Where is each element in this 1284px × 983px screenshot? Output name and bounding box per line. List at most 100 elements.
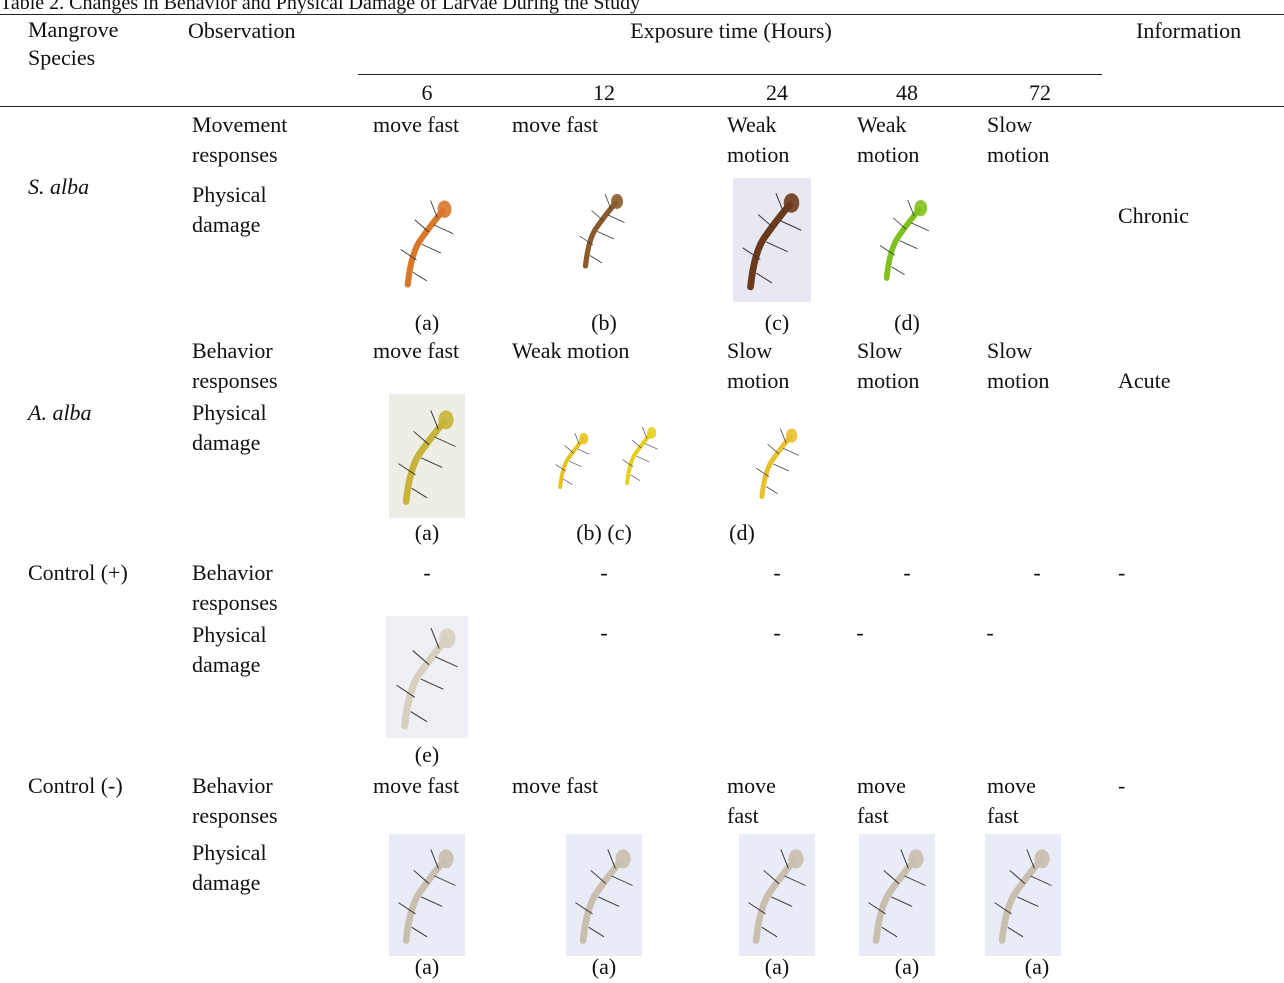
cell: move fast (373, 771, 459, 801)
larva (401, 201, 454, 285)
image-label: (a) (895, 952, 919, 982)
larva (880, 200, 929, 278)
image-label: (a) (592, 952, 616, 982)
larva-image (605, 420, 675, 490)
photo-bg (386, 616, 468, 738)
photo-bg (389, 834, 465, 956)
photo-bg (739, 834, 815, 956)
header-exposure: Exposure time (Hours) (630, 16, 832, 46)
image-label: (a) (415, 308, 439, 338)
information: Acute (1118, 366, 1171, 396)
cell: - (773, 558, 780, 588)
species-name: A. alba (28, 400, 92, 425)
photo-bg (985, 834, 1061, 956)
image-label: (b) (591, 308, 617, 338)
larva-image (985, 834, 1061, 956)
species: A. alba (28, 398, 92, 428)
image-label: (a) (415, 952, 439, 982)
observation: Physical damage (192, 398, 292, 458)
observation: Behavior responses (192, 558, 322, 618)
larva-image (859, 834, 935, 956)
header-information: Information (1136, 16, 1241, 46)
larva (623, 427, 658, 483)
cell: - (986, 618, 993, 648)
observation: Behavior responses (192, 336, 322, 396)
image-label: (c) (765, 308, 789, 338)
larva (743, 193, 802, 287)
image-label: (a) (415, 518, 439, 548)
cell: move fast (987, 771, 1057, 831)
image-label: (d) (729, 518, 755, 548)
photo-bg (389, 394, 465, 518)
larva (399, 849, 456, 940)
larva-image (566, 834, 642, 956)
information: - (1118, 558, 1125, 588)
larva-image (389, 834, 465, 956)
cell: move fast (373, 110, 459, 140)
larva-image (745, 420, 810, 505)
larva-image (386, 616, 468, 738)
observation: Movement responses (192, 110, 322, 170)
larva-image (872, 180, 937, 298)
sub-rule (358, 74, 1102, 75)
photo-bg (733, 178, 811, 302)
cell: - (600, 618, 607, 648)
cell: Weak motion (727, 110, 809, 170)
cell: Weak motion (512, 336, 629, 366)
cell: Slow motion (987, 336, 1069, 396)
observation: Physical damage (192, 180, 292, 240)
larva-image (739, 834, 815, 956)
cell: - (903, 558, 910, 588)
larva (580, 194, 625, 266)
cell: move fast (512, 771, 598, 801)
species: S. alba (28, 172, 89, 202)
image-label: (a) (765, 952, 789, 982)
photo-bg (566, 834, 642, 956)
observation: Physical damage (192, 620, 292, 680)
cell: move fast (727, 771, 797, 831)
cell: - (423, 558, 430, 588)
hour: 48 (896, 78, 918, 108)
larva (397, 628, 458, 726)
hour: 6 (422, 78, 433, 108)
hour: 72 (1029, 78, 1051, 108)
observation: Behavior responses (192, 771, 322, 831)
cell: Slow motion (727, 336, 809, 396)
observation: Physical damage (192, 838, 292, 898)
image-label: (d) (894, 308, 920, 338)
cell: Slow motion (857, 336, 939, 396)
cell: Slow motion (987, 110, 1069, 170)
larva-image (733, 178, 811, 302)
cell: - (1033, 558, 1040, 588)
larva (995, 849, 1052, 940)
species: Control (+) (28, 558, 128, 588)
header-rule (0, 106, 1284, 107)
larva (399, 410, 456, 501)
larva (756, 429, 799, 497)
species-name: S. alba (28, 174, 89, 199)
larva-image (389, 394, 465, 518)
cell: - (856, 618, 863, 648)
cell: move fast (512, 110, 598, 140)
information: Chronic (1118, 201, 1189, 231)
larva (749, 849, 806, 940)
header-species: Mangrove Species (28, 16, 138, 72)
species: Control (-) (28, 771, 123, 801)
image-label: (b) (c) (576, 518, 632, 548)
image-label: (e) (415, 740, 439, 770)
larva-image (572, 185, 632, 275)
cell: move fast (373, 336, 459, 366)
larva-image (550, 410, 595, 510)
cell: Weak motion (857, 110, 939, 170)
information: - (1118, 771, 1125, 801)
cell: move fast (857, 771, 927, 831)
top-rule (0, 14, 1284, 15)
photo-bg (859, 834, 935, 956)
page: Table 2. Changes in Behavior and Physica… (0, 0, 1284, 983)
hour: 12 (593, 78, 615, 108)
larva-image (392, 190, 462, 295)
image-label: (a) (1025, 952, 1049, 982)
larva (576, 849, 633, 940)
larva (869, 849, 926, 940)
header-observation: Observation (188, 16, 296, 46)
